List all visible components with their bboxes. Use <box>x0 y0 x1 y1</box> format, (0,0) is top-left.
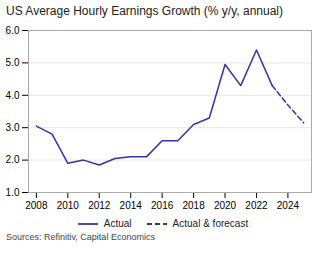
html-text:Actual: Actual <box>103 218 132 229</box>
svg-text:2008: 2008 <box>25 200 48 211</box>
svg-text:4.0: 4.0 <box>6 90 20 101</box>
svg-text:2.0: 2.0 <box>6 154 20 165</box>
svg-text:2024: 2024 <box>277 200 300 211</box>
svg-text:2010: 2010 <box>57 200 80 211</box>
svg-text:3.0: 3.0 <box>6 122 20 133</box>
svg-text:2022: 2022 <box>245 200 268 211</box>
html-text:Actual & forecast: Actual & forecast <box>172 218 249 229</box>
svg-text:6.0: 6.0 <box>6 25 20 36</box>
svg-text:2012: 2012 <box>88 200 111 211</box>
svg-text:2014: 2014 <box>120 200 143 211</box>
svg-text:2020: 2020 <box>214 200 237 211</box>
html-text:US Average Hourly Earnings Gro: US Average Hourly Earnings Growth (% y/y… <box>6 4 283 18</box>
svg-text:2016: 2016 <box>151 200 174 211</box>
svg-text:1.0: 1.0 <box>6 187 20 198</box>
svg-text:5.0: 5.0 <box>6 57 20 68</box>
html-text:Sources: Refinitiv, Capital Ec: Sources: Refinitiv, Capital Economics <box>6 232 155 242</box>
svg-text:2018: 2018 <box>182 200 205 211</box>
